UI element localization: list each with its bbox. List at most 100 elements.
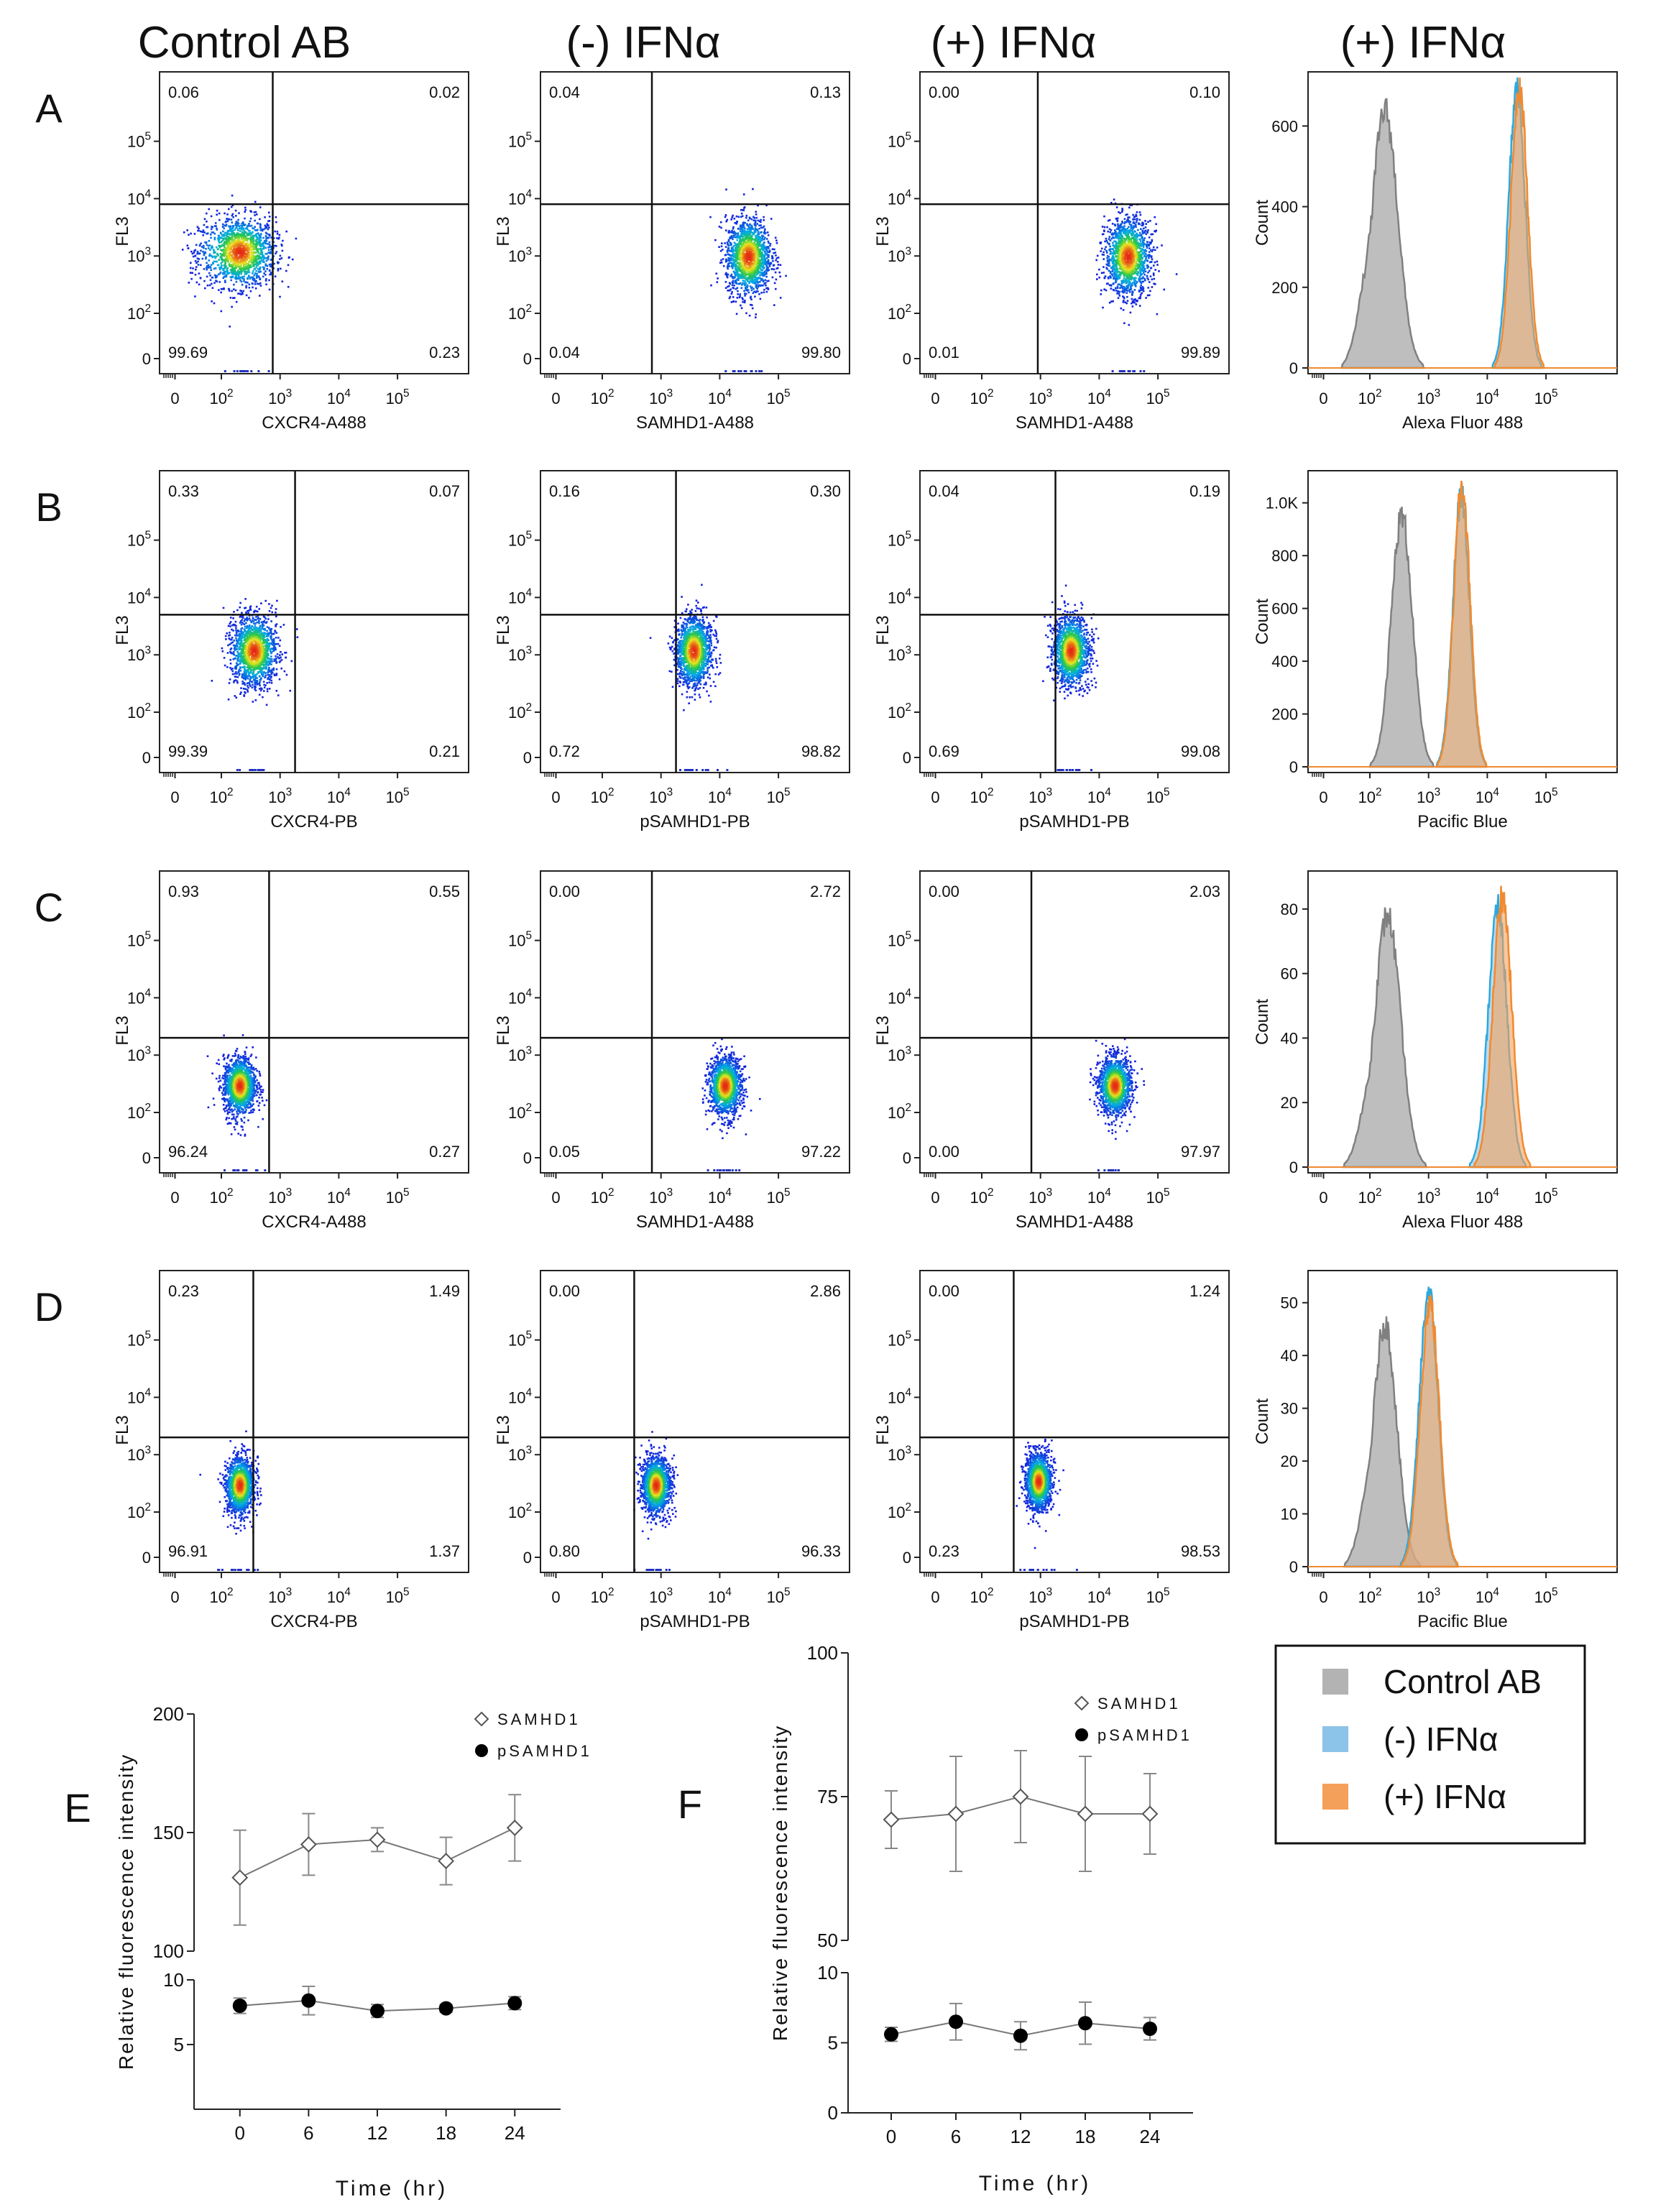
event-point [263, 690, 265, 692]
event-point [262, 259, 264, 261]
event-point [1107, 231, 1109, 233]
quadrant-value-bottom-left: 0.01 [929, 344, 959, 361]
event-point [270, 607, 272, 609]
event-point [1153, 264, 1155, 267]
event-point [214, 275, 216, 277]
event-point [1109, 219, 1111, 221]
event-point [249, 284, 251, 286]
event-point [1120, 272, 1122, 274]
event-point [755, 211, 758, 213]
x-tick-label: 0 [551, 390, 560, 407]
y-tick-label: 105 [508, 131, 532, 151]
event-point [767, 231, 769, 234]
event-point [1133, 370, 1136, 372]
event-point [208, 208, 210, 211]
event-point [208, 259, 211, 262]
event-point [725, 229, 727, 231]
event-point [785, 275, 787, 277]
event-point [1096, 278, 1098, 280]
event-point [209, 275, 211, 277]
event-point [266, 268, 268, 270]
event-point [1148, 270, 1151, 272]
event-point [269, 289, 271, 291]
event-point [229, 218, 231, 221]
quadrant-value-bottom-right: 99.80 [801, 344, 841, 361]
event-point [216, 256, 218, 258]
event-point [277, 637, 280, 639]
event-point [1141, 222, 1143, 224]
event-point [195, 255, 197, 257]
event-point [239, 602, 241, 604]
x-tick-label: 102 [1358, 387, 1381, 407]
event-point [227, 221, 229, 223]
event-point [779, 276, 781, 278]
event-point [215, 280, 217, 282]
event-point [1130, 287, 1132, 289]
event-point [275, 612, 277, 614]
event-point [223, 235, 225, 237]
event-point [260, 227, 262, 229]
event-point [190, 233, 192, 235]
event-point [1134, 289, 1136, 291]
y-axis-label: FL3 [873, 216, 893, 246]
event-point [246, 617, 248, 619]
event-point [1106, 226, 1108, 229]
event-point [277, 643, 280, 645]
event-point [746, 267, 748, 269]
event-point [1120, 275, 1122, 277]
event-point [206, 213, 208, 215]
quadrant-value-bottom-left: 0.04 [549, 344, 580, 361]
event-point [755, 290, 758, 292]
event-point [727, 274, 729, 276]
y-tick-label: 103 [888, 245, 911, 265]
event-point [1110, 271, 1112, 273]
event-point [203, 280, 206, 282]
event-point [207, 226, 209, 229]
event-point [1110, 239, 1112, 241]
event-point [755, 213, 758, 216]
event-point [284, 670, 286, 673]
event-point [216, 261, 218, 263]
x-tick-label: 104 [327, 387, 351, 407]
event-point [740, 216, 742, 218]
event-point [1147, 272, 1149, 274]
event-point [254, 211, 256, 213]
event-point [227, 267, 229, 269]
event-point [1110, 287, 1113, 290]
event-point [736, 282, 738, 285]
scatter-plot-A2: 0.04 0.130.04 99.8010510410310200 102 103 104… [494, 72, 850, 433]
event-point [240, 691, 242, 693]
event-point [770, 218, 773, 220]
event-point [250, 370, 252, 372]
event-point [756, 223, 758, 225]
event-point [1117, 250, 1119, 252]
event-point [249, 221, 252, 223]
event-point [224, 262, 226, 264]
event-point [239, 290, 241, 292]
event-point [734, 276, 736, 278]
event-point [227, 652, 229, 654]
event-point [233, 257, 235, 259]
event-point [275, 616, 277, 618]
event-point [210, 234, 212, 236]
event-point [268, 226, 270, 229]
event-point [229, 625, 231, 627]
event-point [732, 280, 735, 282]
event-point [1127, 257, 1129, 259]
y-tick-label: 0 [142, 350, 151, 368]
event-point [199, 252, 201, 254]
event-point [254, 263, 256, 265]
event-point [287, 264, 290, 267]
event-point [249, 244, 252, 246]
event-point [214, 233, 216, 235]
event-point [269, 264, 271, 266]
event-point [1140, 272, 1142, 274]
event-point [1112, 249, 1114, 251]
event-point [1131, 290, 1133, 292]
event-point [1146, 267, 1148, 269]
event-point [1154, 262, 1156, 264]
x-axis-label: Alexa Fluor 488 [1402, 413, 1523, 433]
event-point [230, 249, 232, 251]
event-point [766, 280, 768, 282]
event-point [250, 252, 252, 254]
